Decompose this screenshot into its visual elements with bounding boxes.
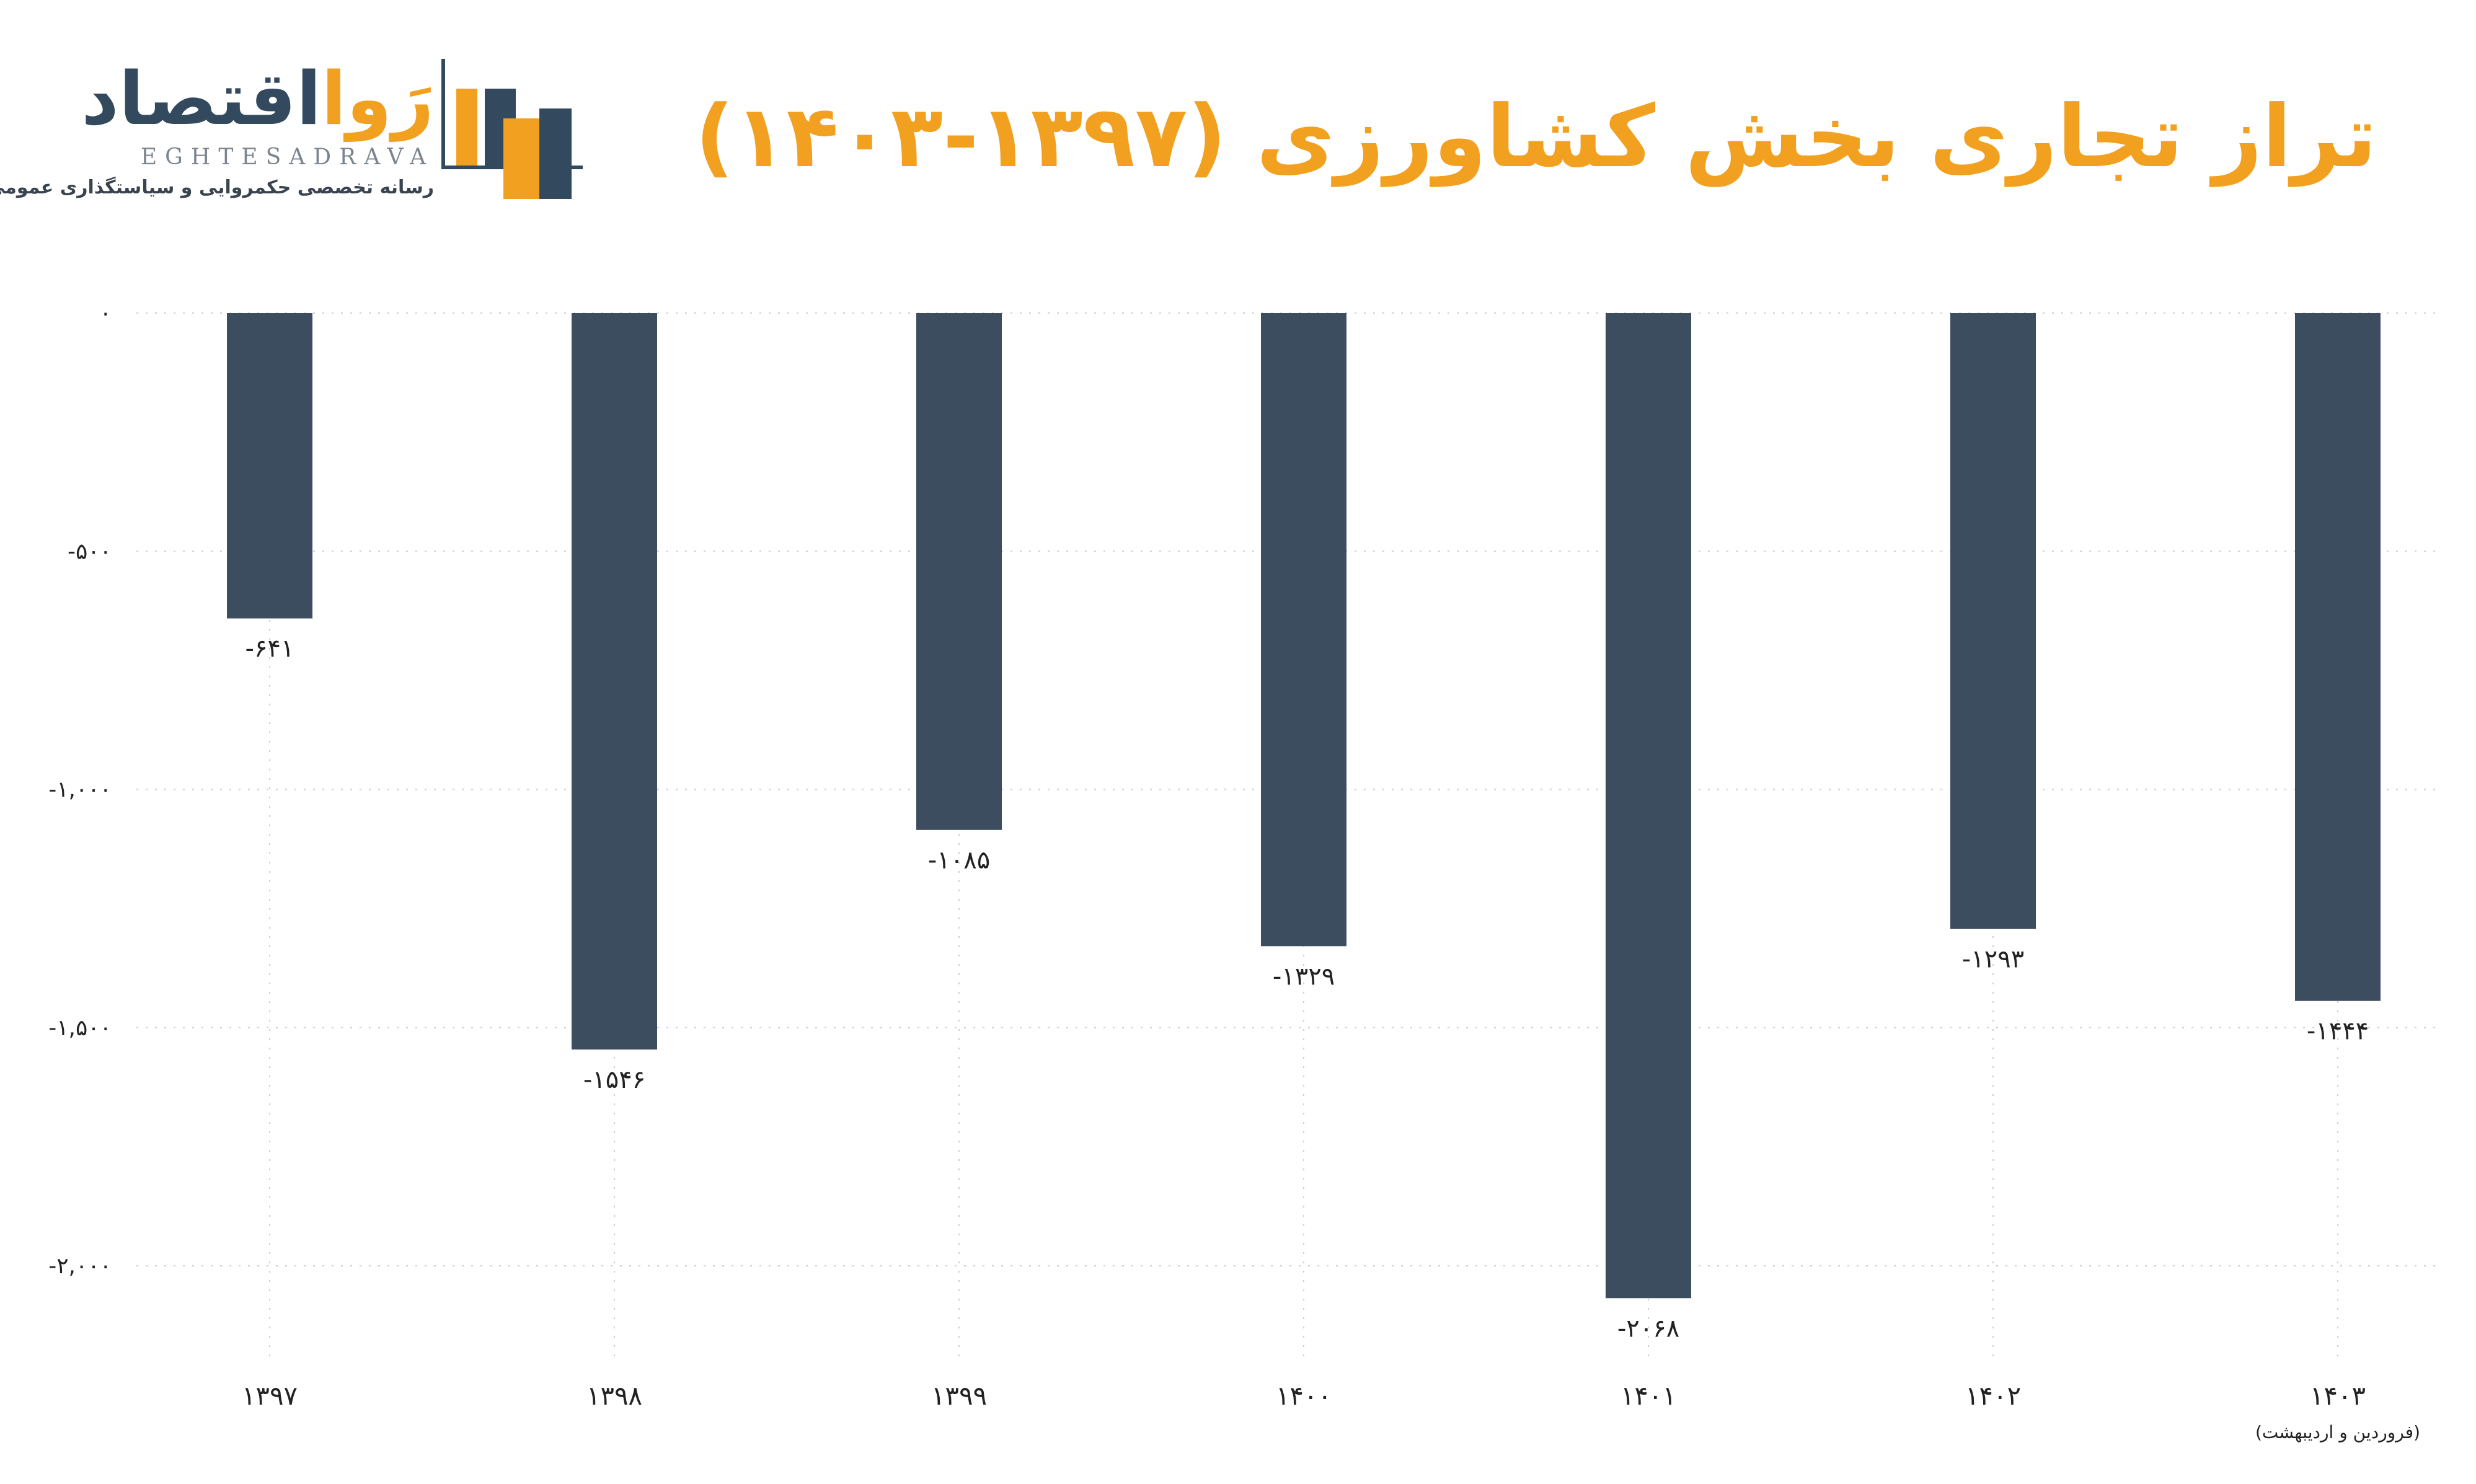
bar-value-label: -۱۵۴۶ <box>583 1066 645 1094</box>
bar <box>2295 313 2381 1001</box>
x-tick-label: ۱۳۹۷ <box>242 1380 298 1411</box>
y-axis: ۰ -۵۰۰ -۱,۰۰۰ -۱,۵۰۰ -۲,۰۰۰ <box>48 301 112 1279</box>
bar <box>1950 313 2036 929</box>
chart-title: تراز تجاری بخش کشاورزی (۱۳۹۷-۱۴۰۳) <box>695 87 2377 187</box>
x-tick-label: ۱۴۰۰ <box>1276 1380 1332 1411</box>
x-tick-label: ۱۳۹۹ <box>931 1380 987 1411</box>
logo-word-accent: رَوا <box>321 56 434 141</box>
bars <box>227 313 2381 1299</box>
y-tick-label: -۱,۰۰۰ <box>48 777 112 803</box>
bar <box>1261 313 1346 947</box>
bar-value-label: -۶۴۱ <box>245 635 294 663</box>
x-axis: ۱۳۹۷ ۱۳۹۸ ۱۳۹۹ ۱۴۰۰ ۱۴۰۱ ۱۴۰۲ ۱۴۰۳ (فروردین و ا… <box>242 1380 2420 1442</box>
x-tick-label: ۱۴۰۲ <box>1965 1380 2021 1411</box>
logo-wordmark: رَوااقتصاد <box>81 56 434 141</box>
y-tick-label: -۲,۰۰۰ <box>48 1253 112 1279</box>
bar <box>1606 313 1691 1299</box>
bar-value-label: -۱۴۴۴ <box>2307 1017 2369 1046</box>
bar <box>572 313 657 1050</box>
y-tick-label: -۵۰۰ <box>68 539 112 564</box>
y-tick-label: ۰ <box>100 301 112 326</box>
bar <box>916 313 1002 830</box>
bar <box>227 313 312 619</box>
bar-value-label: -۲۰۶۸ <box>1617 1314 1679 1343</box>
x-tick-label: ۱۴۰۳ <box>2310 1380 2366 1411</box>
bar-value-label: -۱۲۹۳ <box>1962 945 2024 974</box>
bar-value-labels: -۶۴۱ -۱۵۴۶ -۱۰۸۵ -۱۳۲۹ -۲۰۶۸ -۱۲۹۳ -۱۴۴۴ <box>245 635 2369 1343</box>
bar-value-label: -۱۳۲۹ <box>1273 962 1335 991</box>
logo-mark-icon <box>441 59 583 199</box>
logo-latin-text: EGHTESADRAVA <box>140 144 434 170</box>
logo-word-main: اقتصاد <box>81 56 322 141</box>
x-tick-label: ۱۴۰۱ <box>1620 1380 1676 1411</box>
bar-value-label: -۱۰۸۵ <box>928 846 990 875</box>
y-tick-label: -۱,۵۰۰ <box>48 1015 112 1041</box>
x-tick-label: ۱۳۹۸ <box>586 1380 642 1411</box>
x-tick-note: (فروردین و اردیبهشت) <box>2255 1422 2420 1442</box>
logo: رَوااقتصاد EGHTESADRAVA رسانه تخصصی حکمر… <box>0 56 589 208</box>
logo-tagline: رسانه تخصصی حکمروایی و سیاستگذاری عمومی … <box>0 177 434 198</box>
